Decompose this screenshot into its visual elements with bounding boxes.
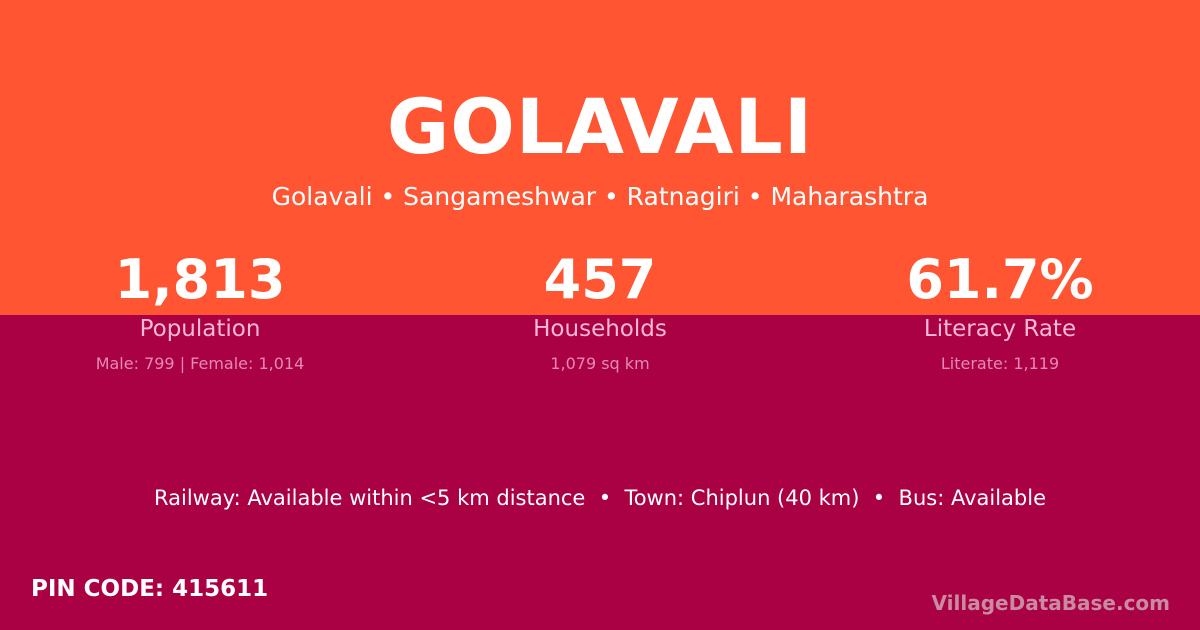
location-breadcrumb: Golavali • Sangameshwar • Ratnagiri • Ma… [271, 182, 929, 211]
watermark: VillageDataBase.com [931, 591, 1170, 615]
stat-value: 457 [543, 248, 657, 311]
body-band [0, 315, 1200, 630]
stat-detail: Literate: 1,119 [940, 354, 1060, 373]
stat-detail: Male: 799 | Female: 1,014 [95, 354, 305, 373]
access-info: Railway: Available within <5 km distance… [153, 486, 1047, 510]
stat-label: Population [139, 316, 261, 342]
pin-code: PIN CODE: 415611 [31, 576, 269, 602]
stat-label: Literacy Rate [923, 316, 1077, 342]
stat-detail: 1,079 sq km [550, 354, 650, 373]
village-title: GOLAVALI [386, 82, 814, 171]
header-band [0, 0, 1200, 315]
stat-value: 1,813 [114, 248, 286, 311]
stat-label: Households [533, 316, 667, 342]
stat-value: 61.7% [906, 248, 1094, 311]
